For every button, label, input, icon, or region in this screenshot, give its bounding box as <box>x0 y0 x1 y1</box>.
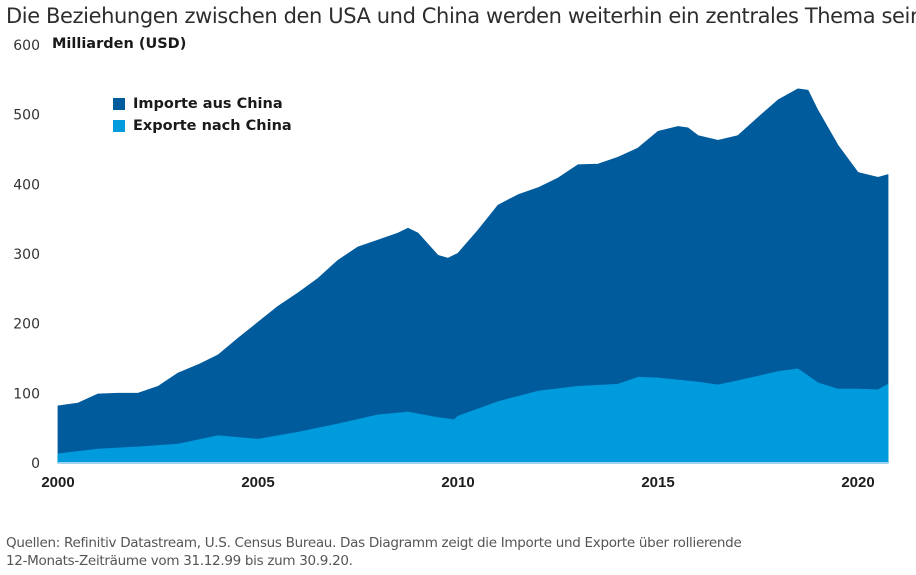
y-axis: 0 100 200 300 400 500 600 <box>13 38 40 472</box>
y-tick-label: 300 <box>13 247 40 263</box>
y-tick-label: 500 <box>13 108 40 124</box>
legend: Importe aus China Exporte nach China <box>113 93 292 137</box>
y-tick-label: 100 <box>13 386 40 402</box>
exports-area <box>57 368 889 464</box>
legend-label-exports: Exporte nach China <box>133 118 292 134</box>
x-tick-label: 2015 <box>641 474 674 491</box>
source-line-1: Quellen: Refinitiv Datastream, U.S. Cens… <box>6 535 742 551</box>
x-axis-baseline <box>58 462 888 464</box>
y-tick-label: 600 <box>13 38 40 54</box>
legend-swatch-imports <box>113 98 125 110</box>
legend-swatch-exports <box>113 120 125 132</box>
y-tick-label: 200 <box>13 317 40 333</box>
x-tick-label: 2005 <box>241 474 274 491</box>
legend-item-imports: Importe aus China <box>113 93 292 115</box>
imports-area <box>57 88 889 464</box>
y-tick-label: 0 <box>31 456 40 472</box>
y-tick-label: 400 <box>13 177 40 193</box>
x-tick-label: 2020 <box>841 474 874 491</box>
legend-label-imports: Importe aus China <box>133 96 283 112</box>
y-axis-label: Milliarden (USD) <box>52 36 187 52</box>
source-line-2: 12-Monats-Zeiträume vom 31.12.99 bis zum… <box>6 553 353 569</box>
legend-item-exports: Exporte nach China <box>113 115 292 137</box>
plot-area <box>57 88 889 464</box>
source-note: Quellen: Refinitiv Datastream, U.S. Cens… <box>6 534 742 570</box>
x-tick-label: 2000 <box>41 474 74 491</box>
chart-title: Die Beziehungen zwischen den USA und Chi… <box>6 4 916 28</box>
x-tick-label: 2010 <box>441 474 474 491</box>
x-axis: 2000 2005 2010 2015 2020 <box>41 474 874 491</box>
